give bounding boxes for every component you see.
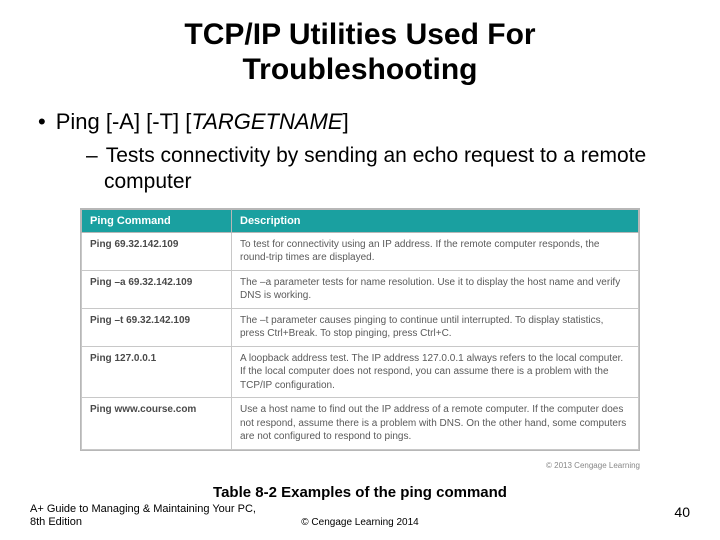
cell-desc: The –a parameter tests for name resoluti…: [232, 270, 639, 308]
table: Ping Command Description Ping 69.32.142.…: [81, 209, 639, 450]
col-header-description: Description: [232, 209, 639, 232]
page-title: TCP/IP Utilities Used For Troubleshootin…: [30, 18, 690, 87]
slide: TCP/IP Utilities Used For Troubleshootin…: [0, 0, 720, 540]
table-row: Ping –t 69.32.142.109 The –t parameter c…: [82, 308, 639, 346]
bullet1-prefix: Ping [-A] [-T] [: [56, 109, 192, 134]
table-header-row: Ping Command Description: [82, 209, 639, 232]
bullet1-suffix: ]: [343, 109, 349, 134]
bullet-dash-icon: –: [86, 144, 98, 167]
footer: A+ Guide to Managing & Maintaining Your …: [0, 503, 720, 531]
table-row: Ping 69.32.142.109 To test for connectiv…: [82, 232, 639, 270]
bullet1-italic: TARGETNAME: [191, 109, 342, 134]
cell-cmd: Ping www.course.com: [82, 398, 232, 450]
table-row: Ping –a 69.32.142.109 The –a parameter t…: [82, 270, 639, 308]
table-row: Ping 127.0.0.1 A loopback address test. …: [82, 346, 639, 398]
table-copyright: © 2013 Cengage Learning: [80, 461, 640, 470]
table-row: Ping www.course.com Use a host name to f…: [82, 398, 639, 450]
col-header-command: Ping Command: [82, 209, 232, 232]
footer-copyright: © Cengage Learning 2014: [301, 517, 418, 528]
cell-desc: The –t parameter causes pinging to conti…: [232, 308, 639, 346]
table-caption: Table 8-2 Examples of the ping command: [30, 484, 690, 501]
cell-desc: A loopback address test. The IP address …: [232, 346, 639, 398]
cell-cmd: Ping –a 69.32.142.109: [82, 270, 232, 308]
page-number: 40: [674, 504, 690, 520]
cell-cmd: Ping 127.0.0.1: [82, 346, 232, 398]
cell-desc: Use a host name to find out the IP addre…: [232, 398, 639, 450]
cell-desc: To test for connectivity using an IP add…: [232, 232, 639, 270]
title-line-1: TCP/IP Utilities Used For: [184, 18, 535, 51]
ping-table: Ping Command Description Ping 69.32.142.…: [80, 208, 640, 451]
bullet-level-1: • Ping [-A] [-T] [TARGETNAME]: [38, 109, 690, 135]
bullet2-text: Tests connectivity by sending an echo re…: [104, 144, 646, 193]
cell-cmd: Ping –t 69.32.142.109: [82, 308, 232, 346]
cell-cmd: Ping 69.32.142.109: [82, 232, 232, 270]
title-line-2: Troubleshooting: [243, 53, 478, 86]
footer-book: A+ Guide to Managing & Maintaining Your …: [30, 503, 260, 531]
bullet-level-2: –Tests connectivity by sending an echo r…: [86, 143, 680, 196]
bullet-dot-icon: •: [38, 109, 46, 134]
